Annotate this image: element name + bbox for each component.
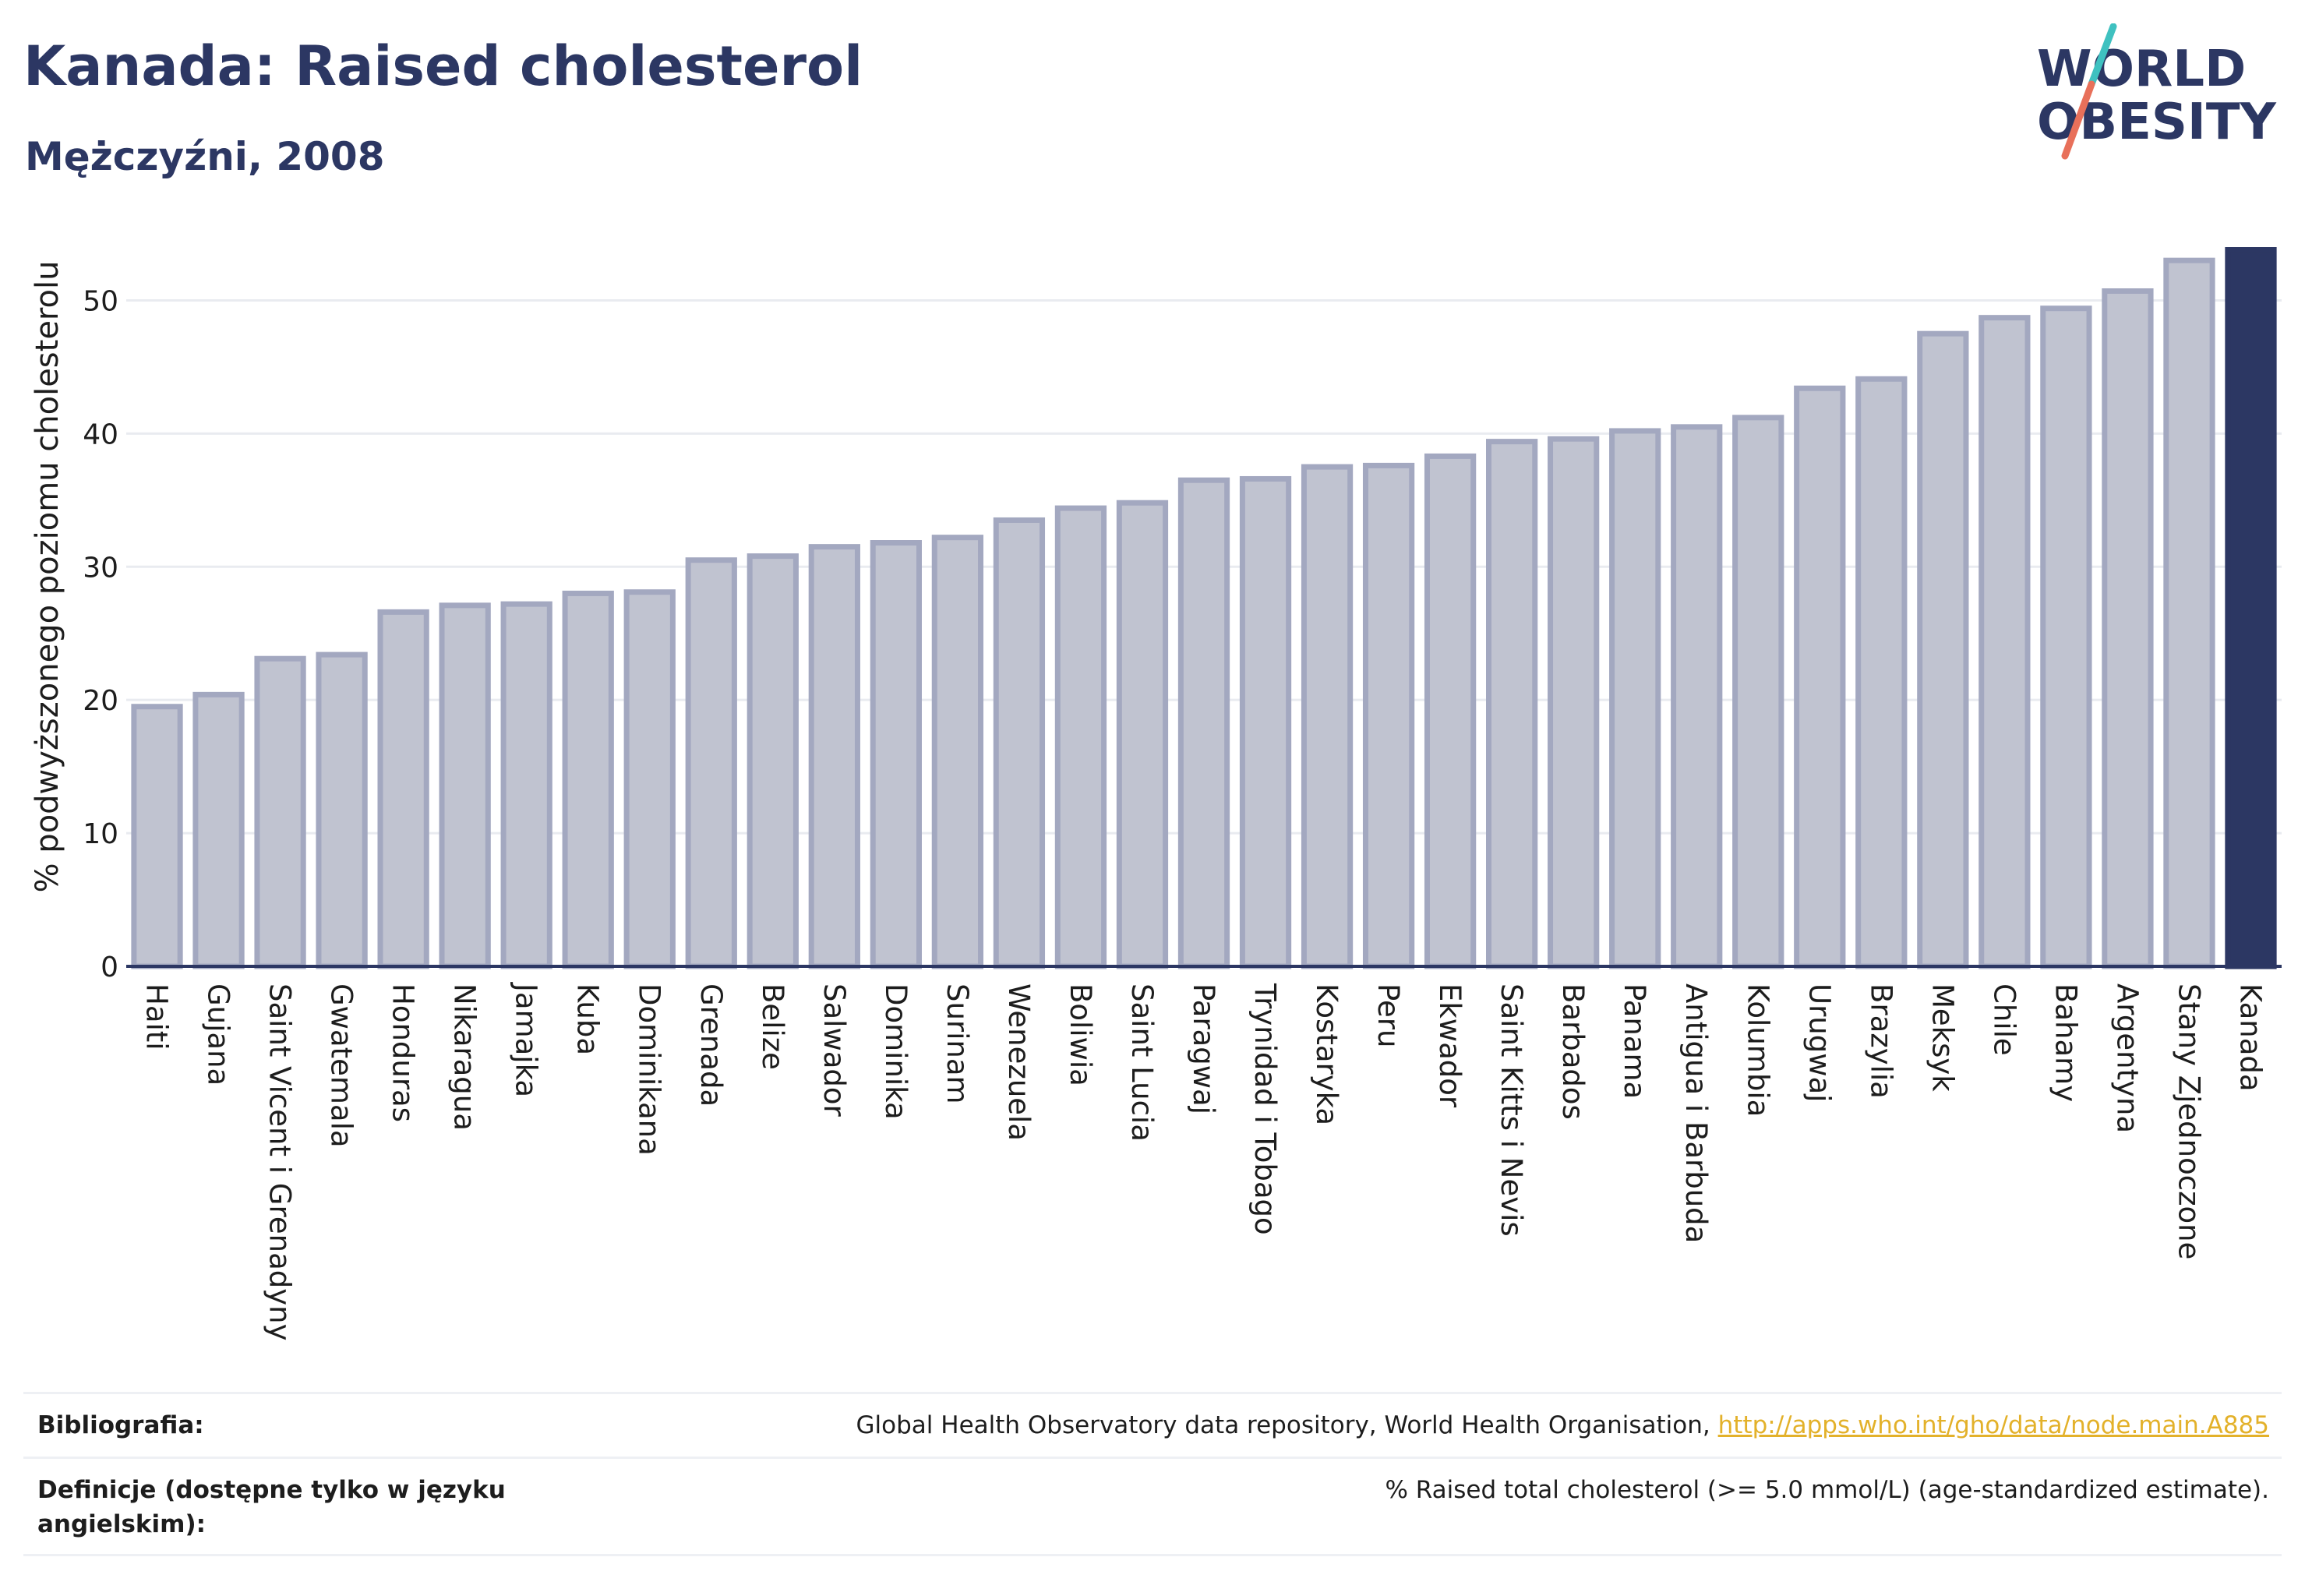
bibliography-label: Bibliografia: (37, 1411, 204, 1439)
bar (1239, 475, 1292, 969)
y-tick-label: 50 (83, 285, 118, 317)
definitions-row: Definicje (dostępne tylko w języku angie… (23, 1457, 2282, 1556)
y-tick-label: 10 (83, 818, 118, 850)
x-tick-label: Argentyna (2110, 983, 2144, 1133)
x-tick-label: Gwatemala (325, 983, 358, 1148)
bar (1609, 428, 1661, 969)
bar (1732, 415, 1784, 969)
bar (192, 691, 245, 969)
bar (1054, 505, 1107, 969)
x-tick-label: Panama (1618, 983, 1651, 1099)
x-tick-label: Belize (756, 983, 789, 1070)
bar (931, 535, 984, 969)
bar (993, 517, 1046, 969)
x-tick-label: Urugwaj (1802, 983, 1836, 1102)
y-tick-label: 30 (83, 552, 118, 584)
bar (2163, 257, 2215, 969)
x-tick-label: Meksyk (1926, 983, 1959, 1092)
bar (1917, 330, 1969, 969)
y-tick-label: 20 (83, 685, 118, 717)
bar (747, 553, 799, 969)
x-tick-label: Ekwador (1433, 983, 1467, 1108)
x-tick-label: Dominika (879, 983, 912, 1120)
bar (562, 590, 614, 969)
x-tick-label: Wenezuela (1002, 983, 1036, 1141)
x-tick-label: Chile (1987, 983, 2021, 1056)
x-tick-label: Grenada (694, 983, 728, 1107)
definitions-label: Definicje (dostępne tylko w języku angie… (37, 1476, 506, 1538)
bar (1671, 424, 1723, 969)
x-tick-label: Trynidad i Tobago (1248, 983, 1282, 1235)
bar (1486, 439, 1538, 969)
bar (254, 655, 306, 969)
chart-subtitle: Mężczyźni, 2008 (25, 134, 385, 179)
bar (316, 651, 368, 969)
bar (1548, 436, 1600, 969)
x-tick-label: Saint Vicent i Grenadyny (263, 983, 297, 1341)
logo-line1: WORLD (2037, 41, 2246, 98)
bar (2040, 305, 2092, 969)
bar (808, 544, 860, 969)
x-tick-label: Bahamy (2049, 983, 2082, 1102)
x-tick-label: Haiti (140, 983, 174, 1050)
bar (1301, 464, 1354, 969)
bibliography-row: Bibliografia: Global Health Observatory … (23, 1392, 2282, 1459)
bar (1855, 376, 1908, 969)
bar-chart: 0 10 20 30 40 50 % podwyższonego poziomu chole… (30, 247, 2282, 1341)
bar (1794, 385, 1846, 969)
bar (1424, 453, 1477, 969)
x-tick-label: Honduras (387, 983, 420, 1122)
bar (500, 601, 552, 969)
x-tick-label: Nikaragua (448, 983, 482, 1131)
bibliography-text: Global Health Observatory data repositor… (856, 1411, 1718, 1439)
x-tick-label: Saint Kitts i Nevis (1495, 983, 1528, 1237)
x-tick-label: Stany Zjednoczone (2172, 983, 2205, 1259)
x-tick-label: Salwador (817, 983, 851, 1117)
x-tick-label: Saint Lucia (1125, 983, 1159, 1142)
bar (870, 540, 922, 969)
x-tick-label: Gujana (202, 983, 235, 1086)
bar (1362, 462, 1415, 969)
x-tick-label: Kuba (571, 983, 605, 1055)
footer-bottom-rule (23, 1554, 2282, 1556)
y-tick-label: 0 (101, 952, 118, 983)
x-tick-label: Dominikana (633, 983, 666, 1156)
bibliography-link[interactable]: http://apps.who.int/gho/data/node.main.A… (1717, 1411, 2269, 1439)
bar (1177, 477, 1230, 969)
bar (2102, 288, 2154, 969)
y-tick-label: 40 (83, 418, 118, 450)
x-tick-label: Peru (1371, 983, 1405, 1047)
world-obesity-logo: WORLD OBESITY (2026, 23, 2291, 164)
bar (1978, 315, 2031, 969)
bar (439, 602, 491, 969)
x-tick-label: Kostaryka (1310, 983, 1343, 1125)
bar (685, 557, 737, 969)
chart-title: Kanada: Raised cholesterol (23, 34, 863, 98)
x-tick-label: Antigua i Barbuda (1679, 983, 1713, 1243)
y-axis-title: % podwyższonego poziomu cholesterolu (30, 261, 65, 893)
bar (2225, 247, 2277, 969)
bar (131, 704, 183, 969)
definitions-value: % Raised total cholesterol (>= 5.0 mmol/… (1385, 1476, 2269, 1504)
x-tick-label: Barbados (1556, 983, 1590, 1120)
x-tick-label: Paragwaj (1187, 983, 1220, 1114)
x-tick-label: Jamajka (510, 982, 543, 1097)
bibliography-value: Global Health Observatory data repositor… (856, 1408, 2269, 1442)
bar (377, 609, 429, 969)
x-tick-label: Kolumbia (1741, 983, 1774, 1117)
x-tick-label: Surinam (941, 983, 974, 1104)
x-tick-label: Boliwia (1064, 983, 1097, 1086)
bar (1116, 500, 1169, 969)
x-tick-label: Kanada (2233, 983, 2267, 1092)
x-tick-label: Brazylia (1864, 983, 1897, 1099)
bar (623, 589, 676, 969)
